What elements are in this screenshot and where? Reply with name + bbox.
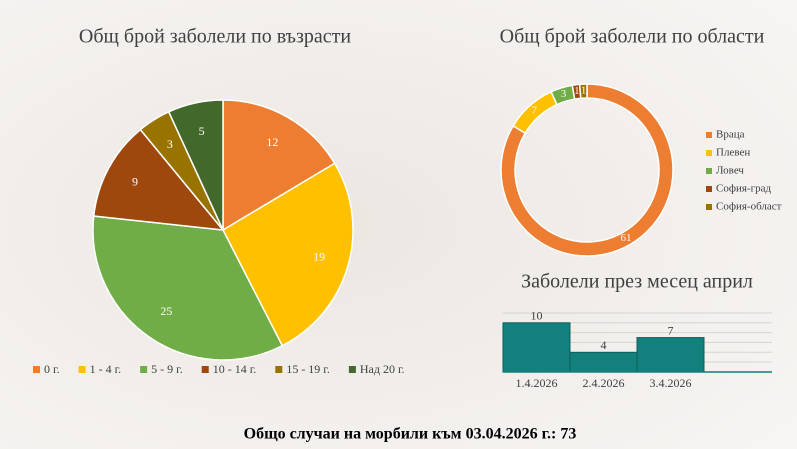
bar: [502, 322, 571, 373]
legend-label: 15 - 19 г.: [286, 362, 330, 376]
legend-label: 0 г.: [44, 362, 60, 376]
legend-swatch: [706, 168, 712, 174]
legend-swatch: [140, 366, 148, 373]
data-label: 3: [167, 137, 173, 151]
bar: [569, 351, 638, 373]
legend-label: 5 - 9 г.: [151, 362, 183, 376]
x-tick-label: 3.4.2026: [650, 376, 692, 390]
legend-swatch: [275, 366, 283, 373]
slice: [500, 83, 674, 257]
chart-title: Общ брой заболели по области: [500, 26, 765, 48]
data-label: 5: [199, 124, 205, 138]
data-label: 10: [531, 309, 543, 323]
data-label: 7: [531, 105, 537, 117]
legend-label: 10 - 14 г.: [213, 362, 257, 376]
legend-swatch: [78, 366, 86, 373]
legend-swatch: [706, 132, 712, 138]
data-label: 25: [160, 304, 172, 318]
legend-label: София-град: [716, 183, 771, 195]
legend-label: Враца: [716, 129, 745, 141]
data-label: 19: [313, 249, 325, 263]
data-label: 7: [668, 323, 674, 337]
slice: [222, 99, 336, 232]
data-label: 9: [132, 174, 138, 188]
legend-label: Ловеч: [716, 165, 744, 177]
bar: [636, 337, 705, 373]
legend-swatch: [706, 204, 712, 210]
legend-swatch: [348, 366, 356, 373]
chart-title: Заболели през месец април: [521, 271, 753, 293]
footer-text: Общо случаи на морбили към 03.04.2026 г.…: [244, 426, 577, 443]
legend-swatch: [706, 150, 712, 156]
legend-label: Плевен: [716, 147, 750, 159]
legend-label: Над 20 г.: [360, 362, 405, 376]
legend-swatch: [33, 366, 40, 373]
chart-title: Общ брой заболели по възрасти: [79, 26, 352, 48]
slice: [92, 128, 225, 231]
legend-label: София-област: [716, 201, 782, 213]
legend-swatch: [201, 366, 209, 373]
data-label: 12: [266, 135, 278, 149]
data-label: 1: [574, 85, 580, 97]
slice: [222, 162, 354, 347]
x-tick-label: 2.4.2026: [583, 376, 625, 390]
legend-swatch: [706, 186, 712, 192]
x-tick-label: 1.4.2026: [516, 376, 558, 390]
slice: [578, 83, 588, 100]
slice: [92, 215, 284, 361]
data-label: 3: [561, 88, 567, 100]
data-label: 1: [581, 85, 587, 97]
data-label: 61: [621, 232, 632, 244]
slice: [167, 99, 224, 231]
legend-label: 1 - 4 г.: [90, 362, 122, 376]
data-label: 4: [601, 338, 607, 352]
